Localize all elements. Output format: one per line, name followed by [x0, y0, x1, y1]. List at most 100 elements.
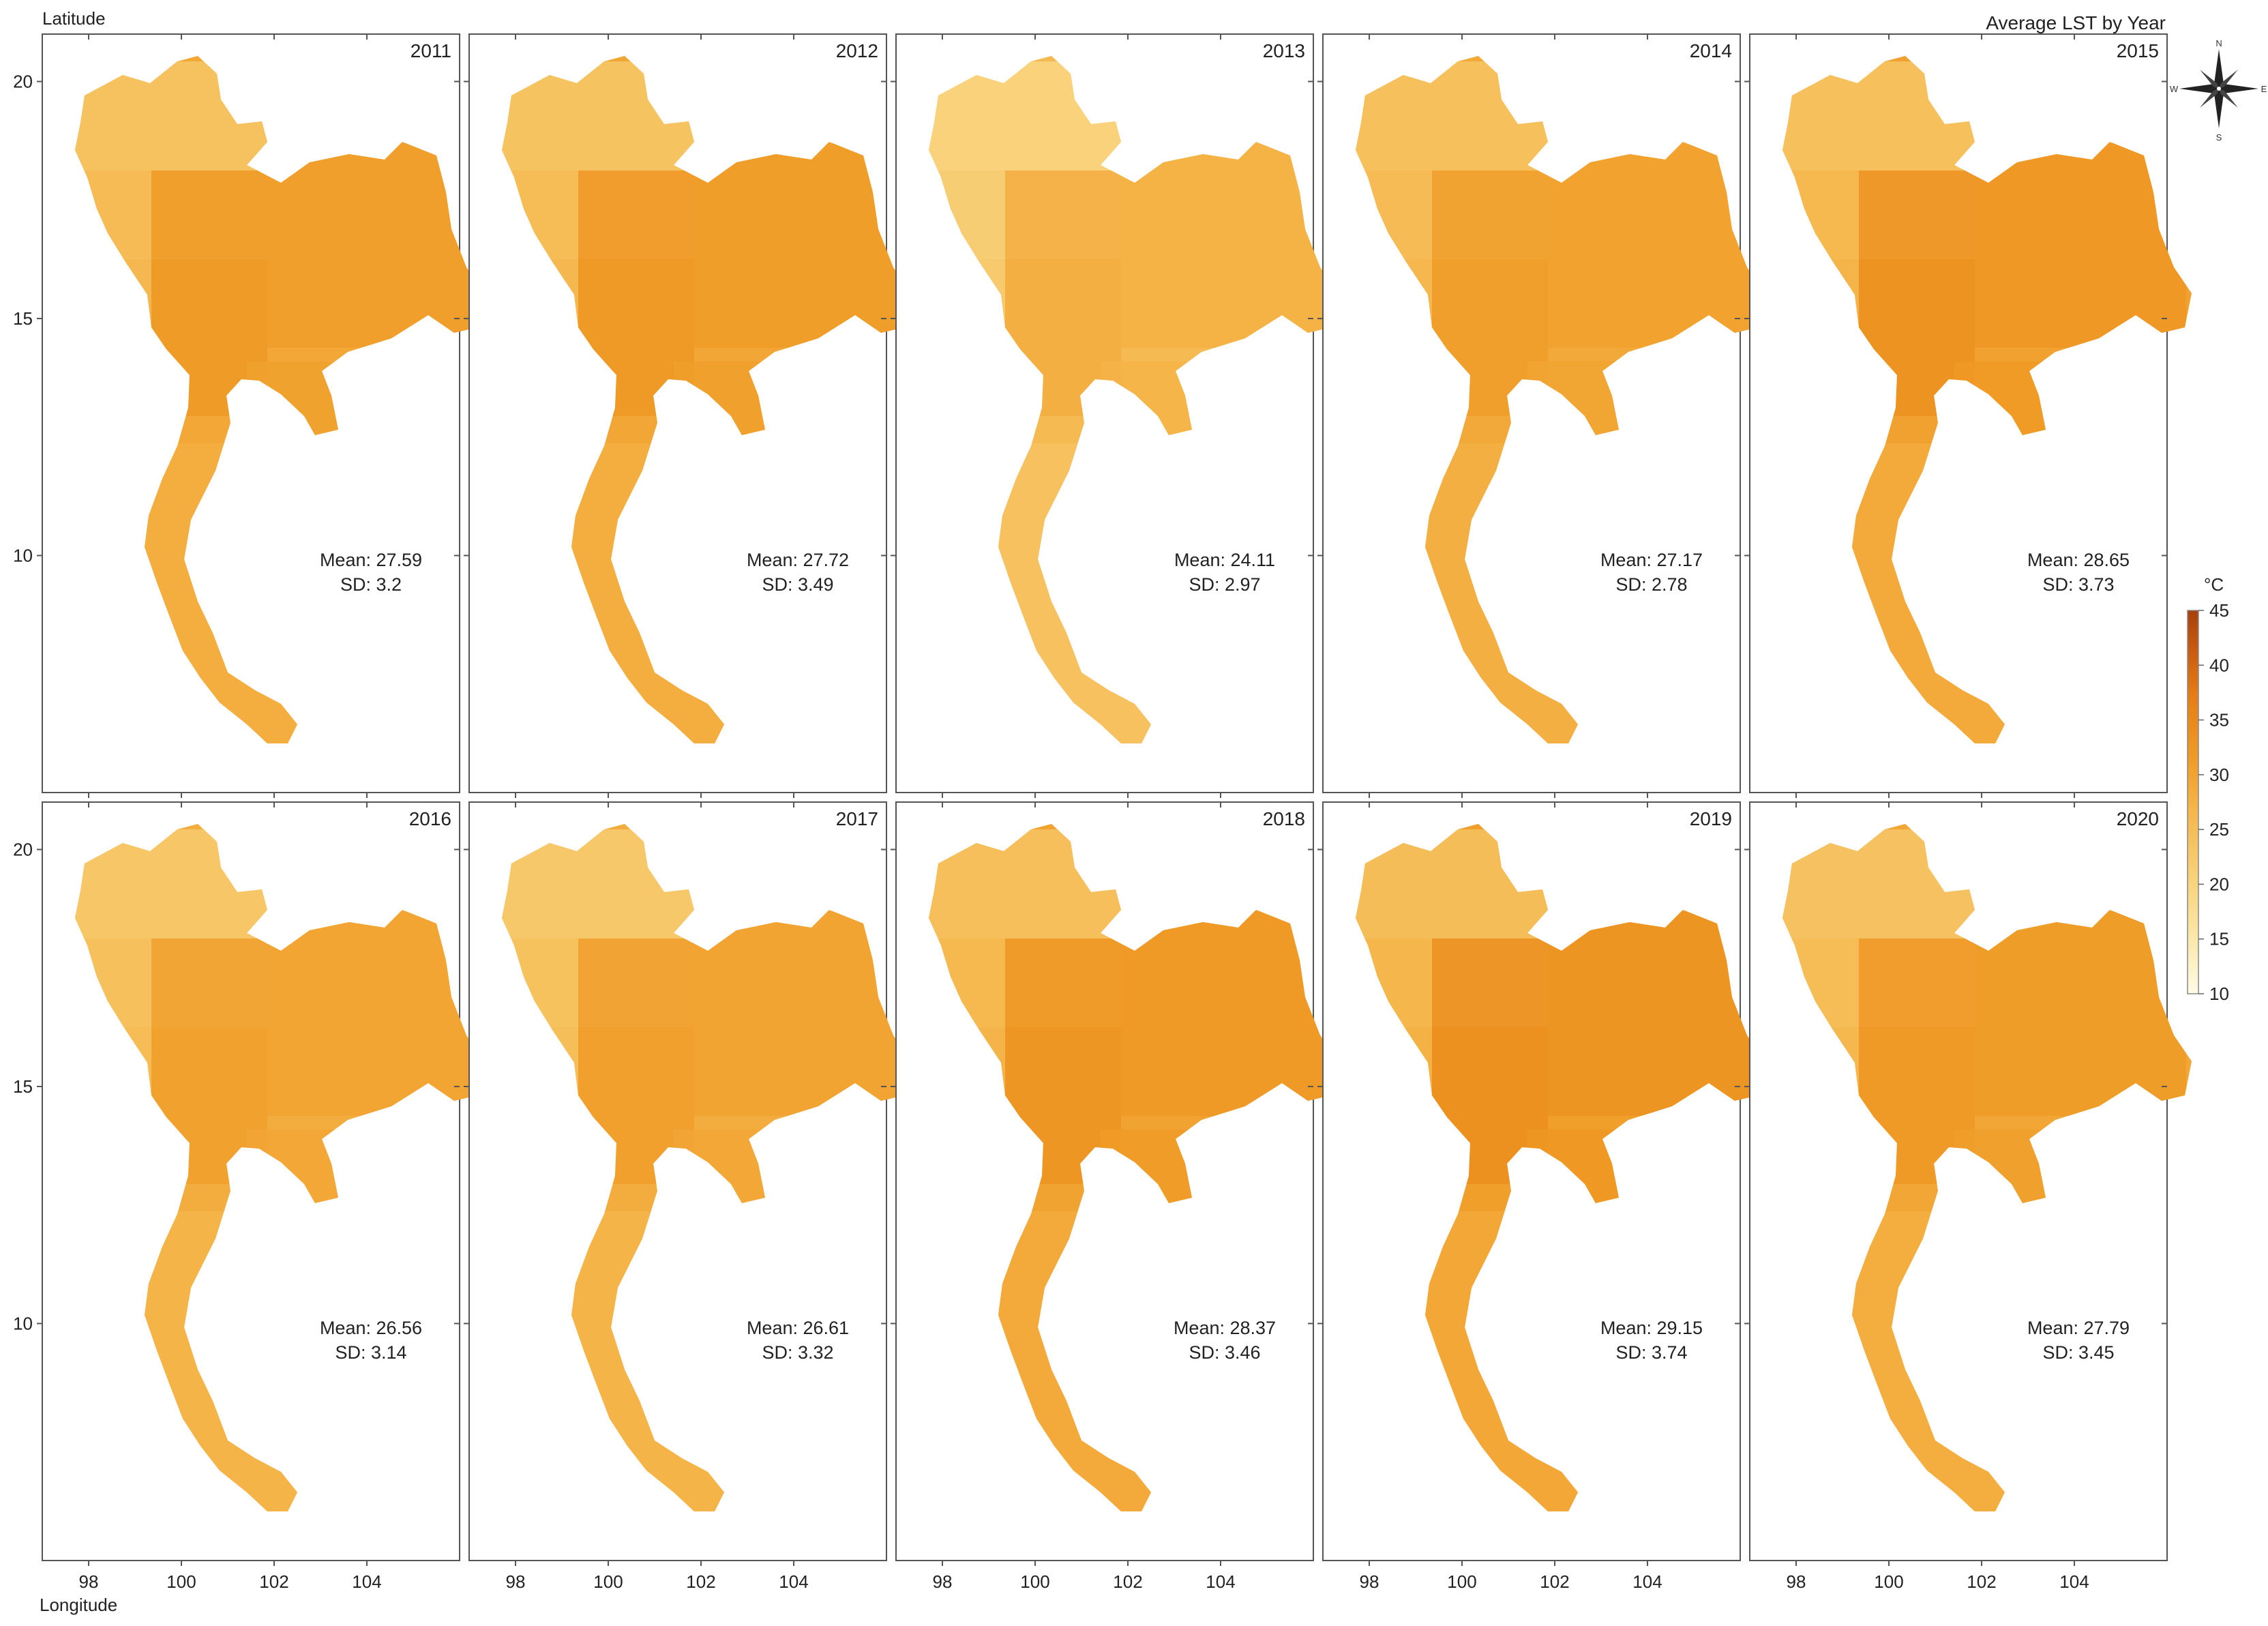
- panel-year-label: 2014: [1690, 40, 1732, 61]
- north-arrow: N S E W: [2170, 38, 2267, 143]
- color-legend: 45 40 35 30 25 20 15 10: [2187, 600, 2229, 1004]
- map-panel-2013: 2013 Mean: 24.11 SD: 2.97: [891, 33, 1338, 798]
- lon-tick-label: 104: [1206, 1571, 1235, 1592]
- legend-tick-label: 15: [2209, 929, 2229, 949]
- lat-tick-label: 15: [13, 1076, 33, 1097]
- panel-year-label: 2018: [1263, 808, 1305, 829]
- panel-sd-label: SD: 3.46: [1189, 1342, 1260, 1363]
- legend-tick-label: 25: [2209, 819, 2229, 840]
- legend-tick-label: 45: [2209, 600, 2229, 621]
- legend-tick-label: 20: [2209, 874, 2229, 894]
- map-panel-2015: 2015 Mean: 28.65 SD: 3.73: [1744, 33, 2192, 798]
- longitude-axis-label: Longitude: [40, 1595, 118, 1615]
- lst-region: [578, 171, 694, 416]
- panel-sd-label: SD: 3.49: [762, 574, 833, 595]
- lst-region: [1859, 171, 1975, 416]
- map-panel-2012: 2012 Mean: 27.72 SD: 3.49: [464, 33, 911, 798]
- map-panel-2017: 98 100 102 104 2017 Mean: 26.61 SD: 3.32: [464, 801, 911, 1592]
- lst-region: [1975, 911, 2186, 1116]
- lon-tick-label: 98: [1360, 1571, 1379, 1592]
- figure-title: Average LST by Year: [1986, 12, 2166, 33]
- lst-region: [578, 938, 694, 1184]
- lon-tick-label: 104: [352, 1571, 381, 1592]
- panel-mean-label: Mean: 27.79: [2027, 1318, 2130, 1338]
- panel-mean-label: Mean: 26.61: [747, 1318, 849, 1338]
- panel-sd-label: SD: 3.73: [2042, 574, 2114, 595]
- lst-region: [1121, 911, 1332, 1116]
- lon-tick-label: 100: [166, 1571, 196, 1592]
- map-panel-2020: 98 100 102 104 2020 Mean: 27.79 SD: 3.45: [1744, 801, 2192, 1592]
- lon-tick-label: 100: [1874, 1571, 1903, 1592]
- panel-mean-label: Mean: 27.17: [1600, 550, 1703, 570]
- panel-year-label: 2013: [1263, 40, 1305, 61]
- lst-region: [1859, 938, 1975, 1184]
- panel-year-label: 2011: [411, 40, 451, 61]
- panel-sd-label: SD: 3.32: [762, 1342, 833, 1363]
- map-panel-2014: 2014 Mean: 27.17 SD: 2.78: [1317, 33, 1765, 798]
- panel-sd-label: SD: 3.2: [340, 574, 402, 595]
- panel-mean-label: Mean: 24.11: [1174, 550, 1275, 570]
- lst-region: [1432, 171, 1548, 416]
- panel-sd-label: SD: 3.45: [2042, 1342, 2114, 1363]
- panel-sd-label: SD: 3.74: [1615, 1342, 1687, 1363]
- lon-tick-label: 98: [1787, 1571, 1806, 1592]
- map-panel-2019: 98 100 102 104 2019 Mean: 29.15 SD: 3.74: [1317, 801, 1765, 1592]
- panel-mean-label: Mean: 27.72: [747, 550, 849, 570]
- panel-mean-label: Mean: 28.65: [2027, 550, 2130, 570]
- lon-tick-label: 104: [2059, 1571, 2089, 1592]
- lon-tick-label: 100: [593, 1571, 623, 1592]
- panel-year-label: 2017: [836, 808, 878, 829]
- panel-mean-label: Mean: 28.37: [1174, 1318, 1276, 1338]
- panel-mean-label: Mean: 29.15: [1600, 1318, 1703, 1338]
- lat-tick-label: 10: [13, 546, 33, 566]
- lst-region: [267, 911, 479, 1116]
- lat-tick-label: 20: [13, 72, 33, 92]
- south-label: S: [2216, 132, 2222, 143]
- lon-tick-label: 100: [1447, 1571, 1476, 1592]
- lon-tick-label: 104: [779, 1571, 808, 1592]
- lst-region: [267, 143, 479, 348]
- compass-rose-icon: [2179, 49, 2258, 128]
- panel-mean-label: Mean: 26.56: [320, 1318, 422, 1338]
- map-panel-2018: 98 100 102 104 2018 Mean: 28.37 SD: 3.46: [891, 801, 1338, 1592]
- map-panel-2016: 20 15 10 98 100 102 104 2016 Mean: 26.56 SD: 3.14: [13, 801, 484, 1592]
- lat-tick-label: 20: [13, 840, 33, 860]
- legend-unit-label: °C: [2204, 574, 2224, 595]
- panel-mean-label: Mean: 27.59: [320, 550, 422, 570]
- map-panel-2011: 20 15 10 2011 Mean: 27.59 SD: 3.2: [13, 33, 484, 798]
- panel-sd-label: SD: 3.14: [335, 1342, 406, 1363]
- lon-tick-label: 104: [1632, 1571, 1662, 1592]
- lst-region: [694, 143, 906, 348]
- lst-region: [151, 171, 267, 416]
- panel-year-label: 2012: [836, 40, 878, 61]
- east-label: E: [2261, 84, 2267, 94]
- lon-tick-label: 102: [1540, 1571, 1569, 1592]
- north-label: N: [2215, 38, 2222, 48]
- west-label: W: [2170, 84, 2179, 94]
- lst-region: [694, 911, 906, 1116]
- lon-tick-label: 98: [506, 1571, 526, 1592]
- lst-region: [1432, 938, 1548, 1184]
- lst-region: [1005, 938, 1121, 1184]
- panel-year-label: 2015: [2117, 40, 2159, 61]
- panel-year-label: 2020: [2117, 808, 2159, 829]
- panel-year-label: 2016: [409, 808, 451, 829]
- lon-tick-label: 102: [259, 1571, 288, 1592]
- lst-region: [1548, 911, 1759, 1116]
- lon-tick-label: 100: [1020, 1571, 1049, 1592]
- legend-tick-label: 35: [2209, 710, 2229, 730]
- lst-region: [151, 938, 267, 1184]
- latitude-axis-label: Latitude: [42, 8, 106, 29]
- legend-colorbar: [2187, 610, 2199, 994]
- panel-year-label: 2019: [1690, 808, 1732, 829]
- lst-region: [1005, 171, 1121, 416]
- lon-tick-label: 102: [1967, 1571, 1996, 1592]
- lst-region: [1975, 143, 2186, 348]
- lat-tick-label: 10: [13, 1314, 33, 1334]
- legend-tick-label: 30: [2209, 765, 2229, 785]
- lat-tick-label: 15: [13, 308, 33, 329]
- lon-tick-label: 98: [79, 1571, 99, 1592]
- lst-region: [1121, 143, 1332, 348]
- legend-tick-label: 10: [2209, 984, 2229, 1004]
- lon-tick-label: 102: [686, 1571, 715, 1592]
